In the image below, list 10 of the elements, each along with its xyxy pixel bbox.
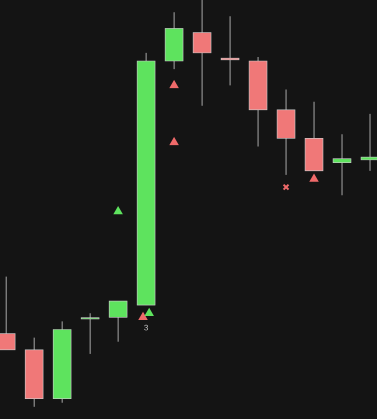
candlestick [332, 134, 352, 196]
point [310, 174, 318, 182]
annotation: 3 [144, 324, 148, 330]
point [170, 80, 178, 88]
point [114, 207, 122, 214]
candlestick [192, 0, 212, 106]
point [170, 138, 178, 146]
candlestick [108, 300, 128, 342]
candlestick [220, 16, 240, 86]
point [282, 184, 290, 191]
